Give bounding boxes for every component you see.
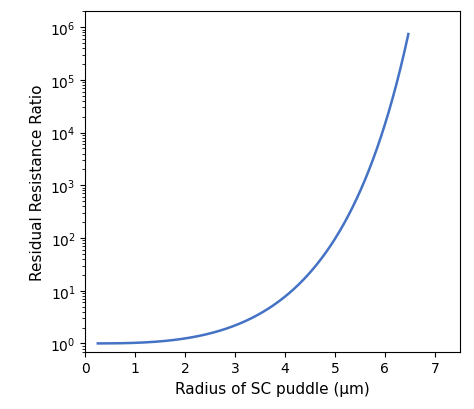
Y-axis label: Residual Resistance Ratio: Residual Resistance Ratio (30, 84, 45, 280)
X-axis label: Radius of SC puddle (μm): Radius of SC puddle (μm) (175, 381, 370, 396)
